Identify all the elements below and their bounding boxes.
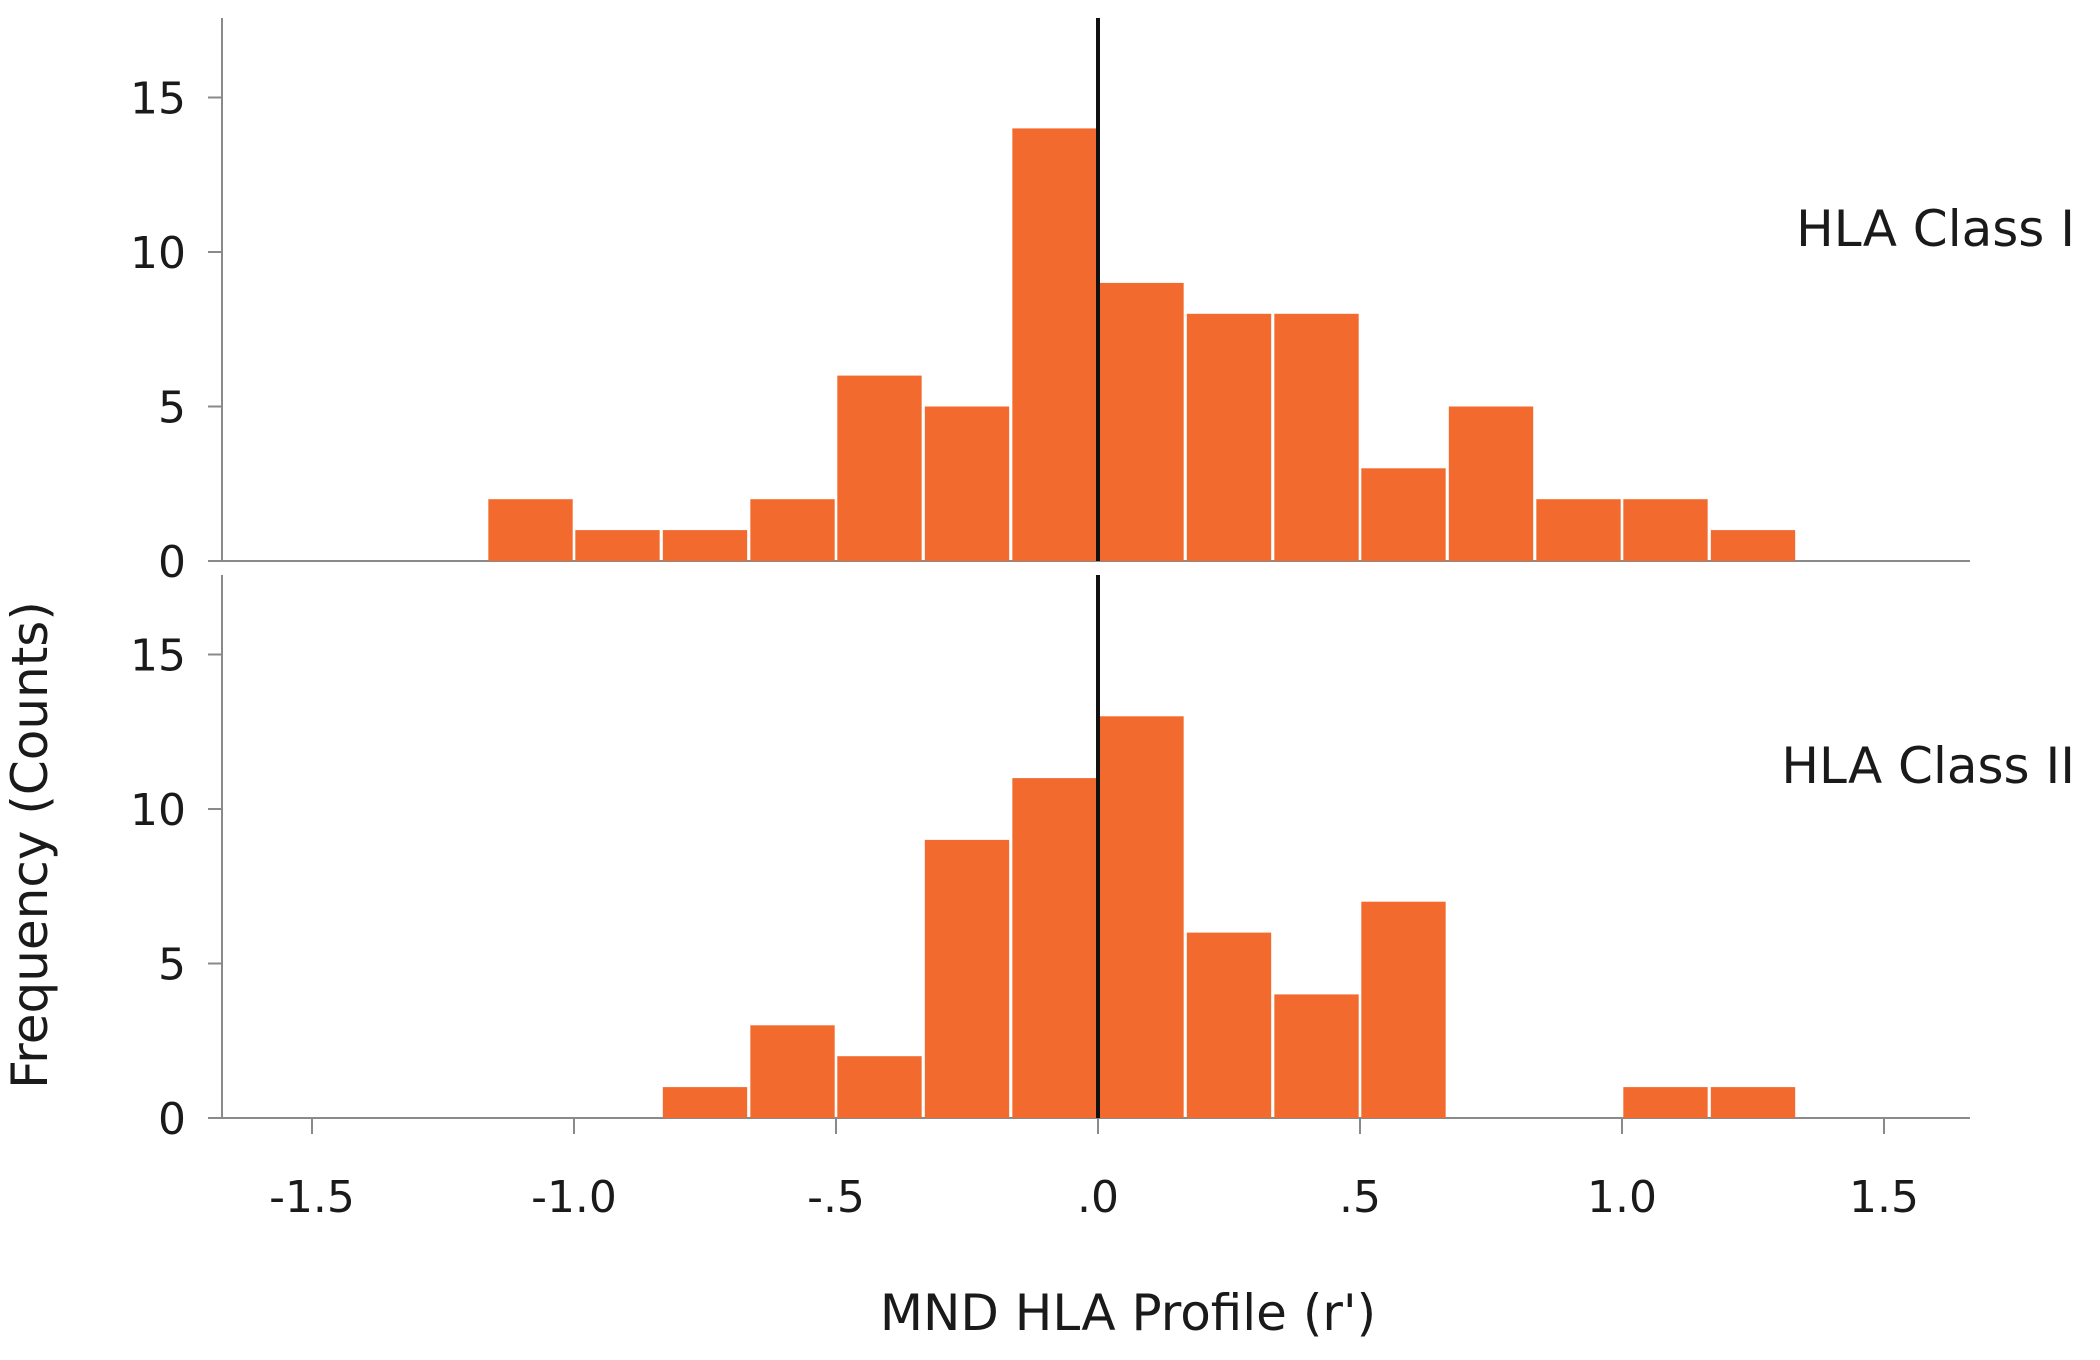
- y-tick-label: 0: [158, 537, 186, 588]
- y-tick-label: 5: [158, 940, 186, 991]
- histogram-bar: [1099, 716, 1184, 1118]
- histogram-bar: [837, 1056, 922, 1118]
- x-axis: -1.5 -1.0 -.5 .0 .5 1.0 1.5: [269, 1118, 1919, 1223]
- histogram-bar: [924, 839, 1010, 1118]
- histogram-bar: [1361, 901, 1446, 1118]
- y-tick-label: 5: [158, 383, 186, 434]
- series-label: HLA Class II: [1781, 737, 2075, 795]
- x-tick-label: -1.5: [269, 1172, 355, 1223]
- x-tick-label: 1.0: [1587, 1172, 1657, 1223]
- panel-class-ii: 0 5 10 15 HLA Class II: [130, 575, 2075, 1145]
- histogram-bar: [924, 406, 1010, 561]
- histogram-bar: [750, 1025, 835, 1118]
- histogram-bar: [837, 375, 922, 561]
- y-tick-label: 0: [158, 1094, 186, 1145]
- x-tick-label: .0: [1077, 1172, 1119, 1223]
- histogram-bar: [662, 530, 748, 561]
- histogram-bar: [1361, 468, 1446, 561]
- y-tick-label: 15: [130, 631, 186, 682]
- histogram-bar: [1274, 313, 1359, 561]
- histogram-bar: [1710, 1087, 1796, 1118]
- histogram-bar: [575, 530, 660, 561]
- histogram-bar: [1274, 994, 1359, 1118]
- y-tick-label: 10: [130, 785, 186, 836]
- x-tick-label: .5: [1339, 1172, 1381, 1223]
- histogram-bar: [1186, 313, 1272, 561]
- panel-class-i: 0 5 10 15 HLA Class I: [130, 18, 2075, 588]
- histogram-bar: [1623, 499, 1708, 561]
- histogram-bar: [488, 499, 573, 561]
- histogram-bar: [1186, 932, 1272, 1118]
- histogram-bar: [1536, 499, 1621, 561]
- histogram-bar: [1012, 128, 1097, 561]
- x-tick-label: -.5: [807, 1172, 865, 1223]
- x-tick-label: 1.5: [1849, 1172, 1919, 1223]
- x-axis-title: MND HLA Profile (r'): [880, 1284, 1376, 1342]
- histogram-bar: [1012, 778, 1097, 1118]
- histogram-bar: [1099, 282, 1184, 561]
- histogram-bar: [1710, 530, 1796, 561]
- histogram-bar: [662, 1087, 748, 1118]
- y-tick-label: 10: [130, 228, 186, 279]
- series-label: HLA Class I: [1796, 200, 2075, 258]
- x-tick-label: -1.0: [531, 1172, 617, 1223]
- histogram-bar: [1448, 406, 1534, 561]
- histogram-bar: [750, 499, 835, 561]
- y-tick-label: 15: [130, 74, 186, 125]
- histogram-bar: [1623, 1087, 1708, 1118]
- y-axis-title: Frequency (Counts): [1, 601, 59, 1089]
